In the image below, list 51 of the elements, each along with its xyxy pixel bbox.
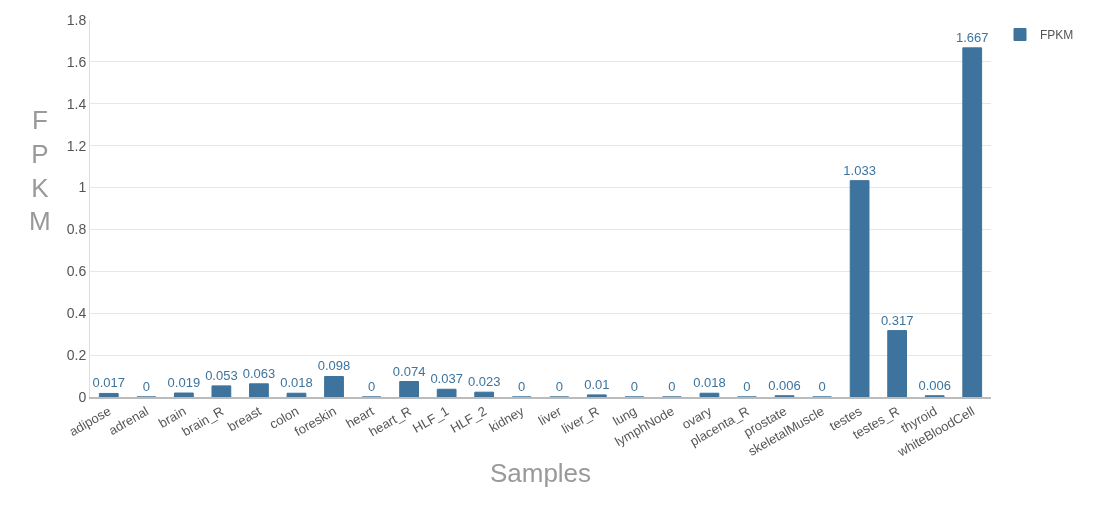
- y-tick-label: 1: [78, 179, 87, 196]
- bar: [887, 330, 908, 397]
- bar: [173, 392, 194, 397]
- data-label: 0.017: [92, 375, 126, 391]
- data-label: 0.01: [584, 376, 610, 392]
- data-label: 1.033: [843, 162, 876, 178]
- bar: [98, 392, 119, 397]
- data-label: 0.098: [317, 358, 351, 374]
- data-label: 0.006: [768, 377, 801, 393]
- y-tick-label: 1.2: [66, 137, 87, 154]
- bar: [699, 392, 720, 397]
- data-label: 0: [518, 379, 526, 394]
- bar: [399, 381, 419, 397]
- data-label: 0.006: [918, 377, 951, 393]
- y-tick-label: 0: [78, 388, 87, 405]
- data-label: 0: [142, 379, 150, 394]
- bar: [324, 375, 344, 397]
- x-axis-title: Samples: [489, 458, 592, 489]
- data-label: 0: [818, 379, 826, 394]
- y-tick-label: 0.6: [66, 263, 87, 280]
- bar: [474, 391, 495, 397]
- y-tick-label: 0.8: [66, 221, 87, 238]
- data-label: 0.053: [205, 367, 238, 383]
- data-label: 0: [555, 379, 563, 394]
- data-label: 0.018: [280, 375, 313, 391]
- bar: [286, 392, 307, 397]
- y-tick-label: 1.4: [66, 95, 87, 112]
- bar: [849, 180, 870, 397]
- bar: [436, 388, 457, 397]
- data-label: 1.667: [955, 29, 989, 45]
- data-label: 0: [668, 379, 676, 394]
- data-label: 0: [630, 379, 638, 394]
- bar: [586, 394, 607, 397]
- y-tick-label: 0.4: [66, 305, 87, 322]
- data-label: 0.074: [392, 363, 426, 379]
- bar: [962, 47, 983, 397]
- data-label: 0.037: [430, 371, 463, 387]
- y-tick-label: 1.6: [66, 53, 87, 70]
- y-axis-title: FPKM: [29, 105, 51, 237]
- data-label: 0.019: [167, 375, 201, 391]
- data-label: 0.018: [693, 375, 726, 391]
- y-tick-label: 1.8: [66, 11, 87, 28]
- data-label: 0.023: [467, 374, 501, 390]
- data-label: 0: [743, 379, 751, 394]
- bar: [249, 383, 269, 397]
- data-label: 0.317: [880, 312, 914, 328]
- bar: [211, 385, 232, 397]
- legend-label: FPKM: [1040, 28, 1074, 43]
- y-tick-label: 0.2: [66, 347, 87, 364]
- data-label: 0: [367, 379, 376, 394]
- data-label: 0.063: [242, 365, 276, 381]
